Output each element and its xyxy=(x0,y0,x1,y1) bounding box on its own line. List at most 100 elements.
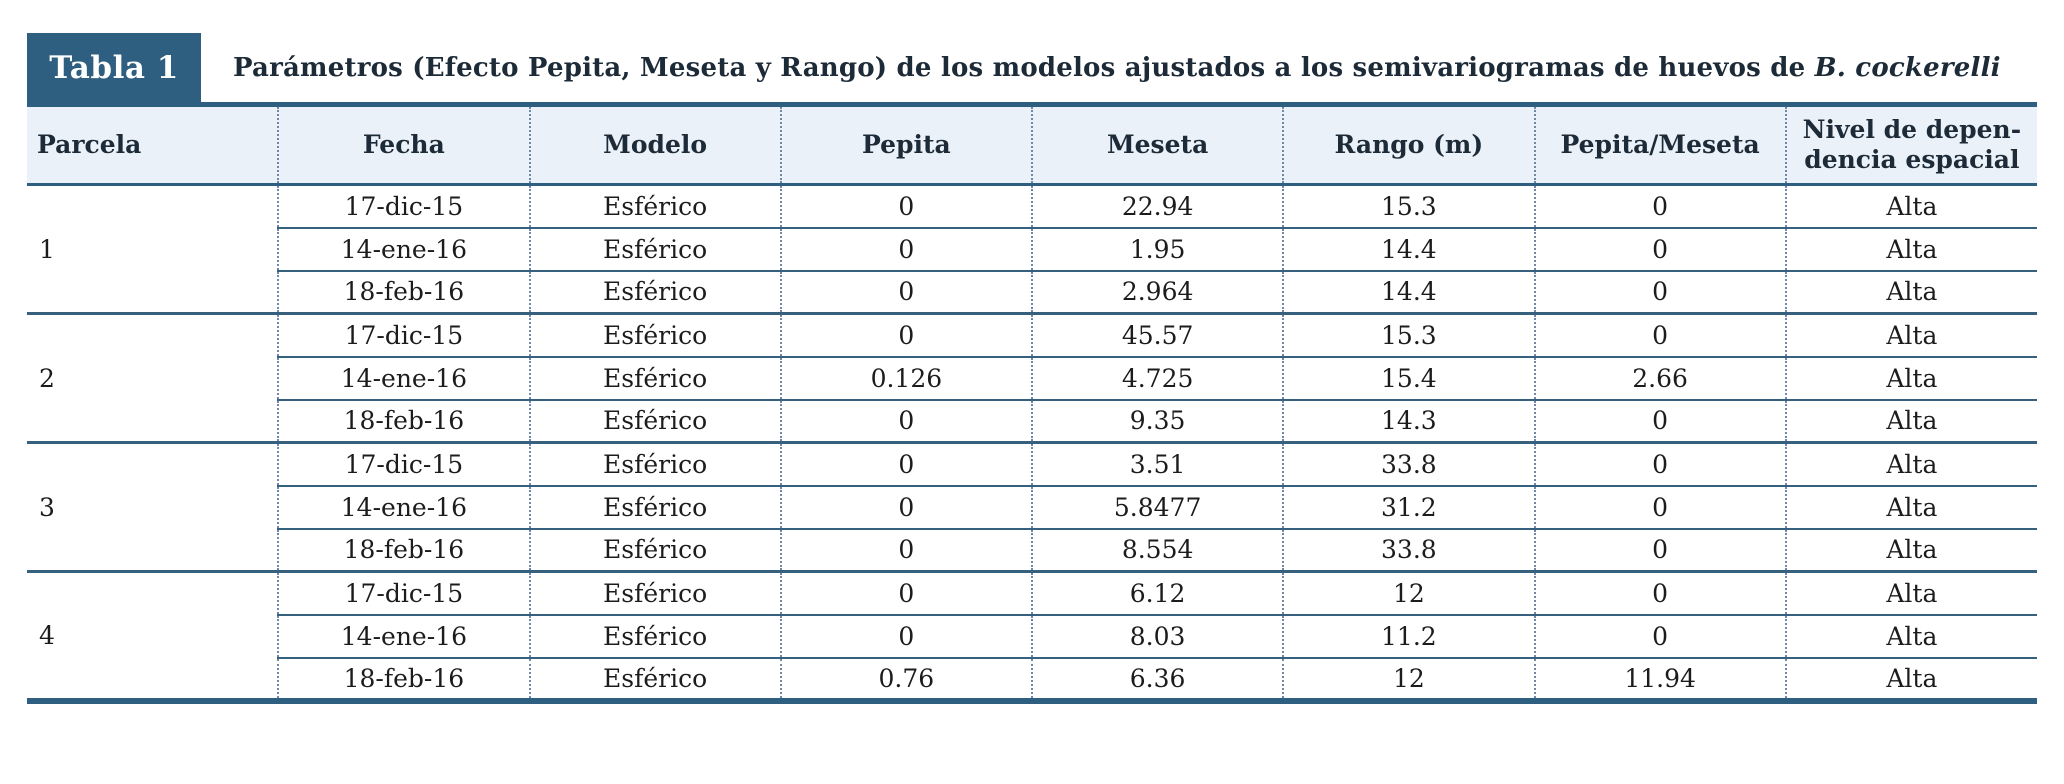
table-row: 18-feb-16 Esférico 0.76 6.36 12 11.94 Al… xyxy=(27,656,2037,701)
table-row: 18-feb-16 Esférico 0 2.964 14.4 0 Alta xyxy=(27,269,2037,314)
table-body: 1 17-dic-15 Esférico 0 22.94 15.3 0 Alta… xyxy=(27,183,2037,701)
column-header-fecha: Fecha xyxy=(277,104,530,186)
column-header-rango: Rango (m) xyxy=(1282,104,1535,186)
cell-pepita: 0 xyxy=(779,570,1032,615)
cell-meseta: 5.8477 xyxy=(1030,484,1284,529)
cell-nivel: Alta xyxy=(1784,656,2037,701)
cell-pepita-meseta: 0 xyxy=(1533,226,1786,271)
cell-rango: 15.3 xyxy=(1282,183,1535,228)
cell-pepita-meseta: 11.94 xyxy=(1533,656,1786,701)
cell-fecha: 17-dic-15 xyxy=(277,312,530,357)
cell-pepita: 0 xyxy=(779,527,1032,572)
cell-fecha: 18-feb-16 xyxy=(277,656,530,701)
cell-fecha: 17-dic-15 xyxy=(277,570,530,615)
header-row: Parcela Fecha Modelo Pepita Meseta Rango… xyxy=(27,104,2037,186)
cell-fecha: 17-dic-15 xyxy=(277,441,530,486)
cell-modelo: Esférico xyxy=(528,183,781,228)
cell-nivel: Alta xyxy=(1784,613,2037,658)
cell-nivel: Alta xyxy=(1784,527,2037,572)
cell-nivel: Alta xyxy=(1784,269,2037,314)
parcela-group-cell: 1 xyxy=(27,183,279,314)
cell-meseta: 8.03 xyxy=(1030,613,1284,658)
parcela-group-cell: 4 xyxy=(27,570,279,701)
cell-meseta: 2.964 xyxy=(1030,269,1284,314)
cell-pepita-meseta: 0 xyxy=(1533,312,1786,357)
cell-nivel: Alta xyxy=(1784,226,2037,271)
cell-rango: 12 xyxy=(1282,570,1535,615)
cell-meseta: 6.12 xyxy=(1030,570,1284,615)
cell-nivel: Alta xyxy=(1784,570,2037,615)
cell-rango: 14.4 xyxy=(1282,269,1535,314)
parcela-group-cell: 3 xyxy=(27,441,279,572)
cell-pepita-meseta: 0 xyxy=(1533,570,1786,615)
cell-meseta: 9.35 xyxy=(1030,398,1284,443)
cell-rango: 33.8 xyxy=(1282,441,1535,486)
cell-pepita: 0 xyxy=(779,484,1032,529)
cell-pepita: 0 xyxy=(779,398,1032,443)
cell-meseta: 4.725 xyxy=(1030,355,1284,400)
cell-fecha: 18-feb-16 xyxy=(277,269,530,314)
cell-rango: 31.2 xyxy=(1282,484,1535,529)
cell-meseta: 22.94 xyxy=(1030,183,1284,228)
cell-modelo: Esférico xyxy=(528,570,781,615)
table-row: 4 17-dic-15 Esférico 0 6.12 12 0 Alta xyxy=(27,570,2037,701)
cell-nivel: Alta xyxy=(1784,484,2037,529)
cell-nivel: Alta xyxy=(1784,183,2037,228)
cell-fecha: 14-ene-16 xyxy=(277,355,530,400)
table-row: 2 17-dic-15 Esférico 0 45.57 15.3 0 Alta xyxy=(27,312,2037,443)
cell-pepita-meseta: 0 xyxy=(1533,441,1786,486)
cell-meseta: 3.51 xyxy=(1030,441,1284,486)
cell-pepita: 0.126 xyxy=(779,355,1032,400)
cell-modelo: Esférico xyxy=(528,355,781,400)
column-header-parcela: Parcela xyxy=(27,104,279,186)
cell-rango: 11.2 xyxy=(1282,613,1535,658)
cell-pepita-meseta: 0 xyxy=(1533,398,1786,443)
cell-pepita: 0 xyxy=(779,613,1032,658)
table-row: 1 17-dic-15 Esférico 0 22.94 15.3 0 Alta xyxy=(27,183,2037,314)
table-row: 14-ene-16 Esférico 0 5.8477 31.2 0 Alta xyxy=(27,484,2037,529)
cell-rango: 14.4 xyxy=(1282,226,1535,271)
cell-modelo: Esférico xyxy=(528,527,781,572)
cell-rango: 15.4 xyxy=(1282,355,1535,400)
cell-modelo: Esférico xyxy=(528,441,781,486)
cell-rango: 15.3 xyxy=(1282,312,1535,357)
table-row: 14-ene-16 Esférico 0 8.03 11.2 0 Alta xyxy=(27,613,2037,658)
cell-pepita-meseta: 0 xyxy=(1533,527,1786,572)
cell-modelo: Esférico xyxy=(528,269,781,314)
cell-nivel: Alta xyxy=(1784,355,2037,400)
table-header: Parcela Fecha Modelo Pepita Meseta Rango… xyxy=(27,104,2037,186)
table-row: 14-ene-16 Esférico 0.126 4.725 15.4 2.66… xyxy=(27,355,2037,400)
cell-modelo: Esférico xyxy=(528,656,781,701)
cell-nivel: Alta xyxy=(1784,441,2037,486)
cell-pepita: 0 xyxy=(779,312,1032,357)
cell-nivel: Alta xyxy=(1784,398,2037,443)
cell-modelo: Esférico xyxy=(528,613,781,658)
cell-rango: 14.3 xyxy=(1282,398,1535,443)
cell-nivel: Alta xyxy=(1784,312,2037,357)
column-header-nivel-dependencia: Nivel de depen- dencia espacial xyxy=(1784,104,2037,186)
cell-rango: 33.8 xyxy=(1282,527,1535,572)
cell-pepita: 0 xyxy=(779,183,1032,228)
column-header-modelo: Modelo xyxy=(528,104,781,186)
cell-pepita-meseta: 0 xyxy=(1533,269,1786,314)
cell-fecha: 14-ene-16 xyxy=(277,226,530,271)
table-row: 14-ene-16 Esférico 0 1.95 14.4 0 Alta xyxy=(27,226,2037,271)
cell-pepita-meseta: 0 xyxy=(1533,613,1786,658)
cell-fecha: 18-feb-16 xyxy=(277,527,530,572)
table-caption-row: Tabla 1 Parámetros (Efecto Pepita, Meset… xyxy=(27,33,2037,102)
cell-pepita-meseta: 2.66 xyxy=(1533,355,1786,400)
cell-pepita: 0.76 xyxy=(779,656,1032,701)
cell-pepita: 0 xyxy=(779,269,1032,314)
column-header-pepita-meseta: Pepita/Meseta xyxy=(1533,104,1786,186)
table-title-species: B. cockerelli xyxy=(1814,52,2001,83)
cell-meseta: 6.36 xyxy=(1030,656,1284,701)
cell-modelo: Esférico xyxy=(528,484,781,529)
cell-meseta: 8.554 xyxy=(1030,527,1284,572)
cell-pepita: 0 xyxy=(779,441,1032,486)
table-row: 18-feb-16 Esférico 0 8.554 33.8 0 Alta xyxy=(27,527,2037,572)
cell-fecha: 18-feb-16 xyxy=(277,398,530,443)
cell-fecha: 14-ene-16 xyxy=(277,613,530,658)
cell-modelo: Esférico xyxy=(528,226,781,271)
cell-meseta: 1.95 xyxy=(1030,226,1284,271)
parameters-table: Parcela Fecha Modelo Pepita Meseta Rango… xyxy=(27,102,2037,704)
